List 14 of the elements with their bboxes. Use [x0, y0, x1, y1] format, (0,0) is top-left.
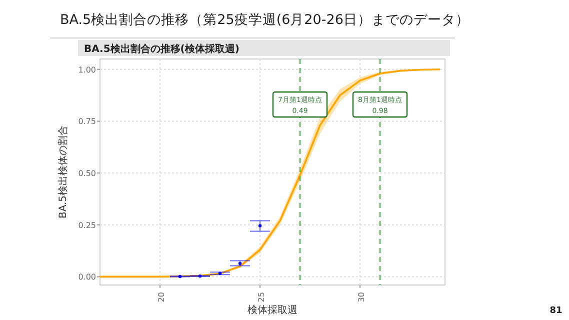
point [258, 224, 262, 228]
x-axis-title: 検体採取週 [248, 304, 298, 316]
y-axis-title: BA.5検出検体の割合 [57, 125, 69, 219]
y-tick-label: 1.00 [78, 65, 96, 74]
y-tick-label: 0.50 [78, 169, 96, 178]
chart-subtitle: BA.5検出割合の推移(検体採取週) [84, 43, 240, 55]
x-tick-label: 20 [157, 292, 166, 302]
y-tick-label: 0.75 [78, 117, 96, 126]
y-tick-label: 0.25 [78, 220, 96, 230]
chart-title: BA.5検出割合の推移（第25疫学週(6月20-26日）までのデータ） [60, 12, 470, 28]
y-tick-label: 0.00 [78, 272, 96, 282]
x-tick-label: 30 [357, 292, 366, 302]
x-tick-label: 25 [257, 292, 266, 302]
text: 81 [550, 306, 562, 316]
